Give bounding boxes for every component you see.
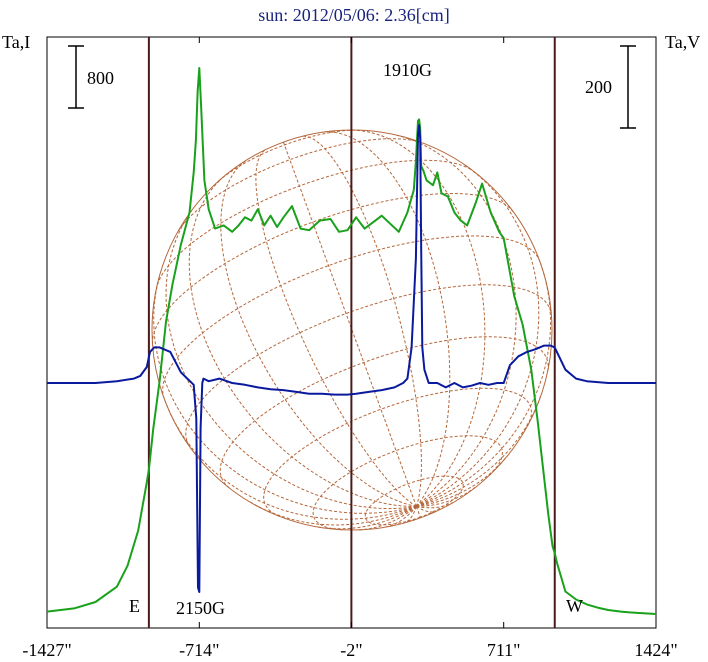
scale-bars <box>68 45 636 129</box>
peak-bottom-annotation: 2150G <box>176 598 225 618</box>
longitude-line <box>255 148 417 507</box>
longitude-line <box>301 135 422 507</box>
x-tick-label: -2" <box>340 640 362 660</box>
latitude-line <box>152 193 514 344</box>
series-layer <box>46 67 657 615</box>
longitude-line <box>163 398 417 520</box>
y-left-label: Ta,I <box>2 32 30 52</box>
x-axis-ticks: -1427" -714" -2" 711" 1424" <box>22 37 678 660</box>
latitude-line <box>218 129 359 182</box>
limb-east-label: E <box>129 596 140 616</box>
longitude-line <box>396 134 517 507</box>
vertical-lines <box>147 37 556 628</box>
solar-disk-grid <box>151 129 553 531</box>
longitude-line <box>165 209 417 510</box>
longitude-line <box>415 506 421 518</box>
longitude-line <box>354 129 486 507</box>
latitude-line <box>219 336 549 489</box>
longitude-line <box>416 506 436 513</box>
latitude-line <box>185 284 552 446</box>
longitude-line <box>282 141 417 507</box>
limb-west-label: W <box>566 596 583 616</box>
chart-title: sun: 2012/05/06: 2.36[cm] <box>258 5 450 25</box>
longitude-line <box>405 506 417 524</box>
longitude-line <box>416 393 543 507</box>
longitude-line <box>416 485 478 507</box>
scale-left-label: 800 <box>87 68 114 88</box>
y-right-label: Ta,V <box>665 32 700 52</box>
longitude-line <box>416 502 454 509</box>
longitude-line <box>323 131 451 507</box>
x-tick-label: -1427" <box>22 640 71 660</box>
peak-top-annotation: 1910G <box>383 60 432 80</box>
longitude-line <box>385 506 417 528</box>
scale-right-label: 200 <box>585 77 612 97</box>
x-tick-label: 711" <box>487 640 521 660</box>
longitude-line <box>153 275 417 514</box>
x-tick-label: -714" <box>179 640 219 660</box>
longitude-line <box>416 261 552 507</box>
longitude-line <box>356 506 417 531</box>
longitude-line <box>188 178 417 507</box>
x-tick-label: 1424" <box>634 640 677 660</box>
intensity-series-line <box>46 67 657 615</box>
polarization-series-line <box>47 124 656 593</box>
latitude-line <box>312 435 503 531</box>
longitude-line <box>416 163 540 507</box>
longitude-line <box>247 500 417 526</box>
latitude-line <box>263 387 532 517</box>
longitude-line <box>220 159 417 507</box>
